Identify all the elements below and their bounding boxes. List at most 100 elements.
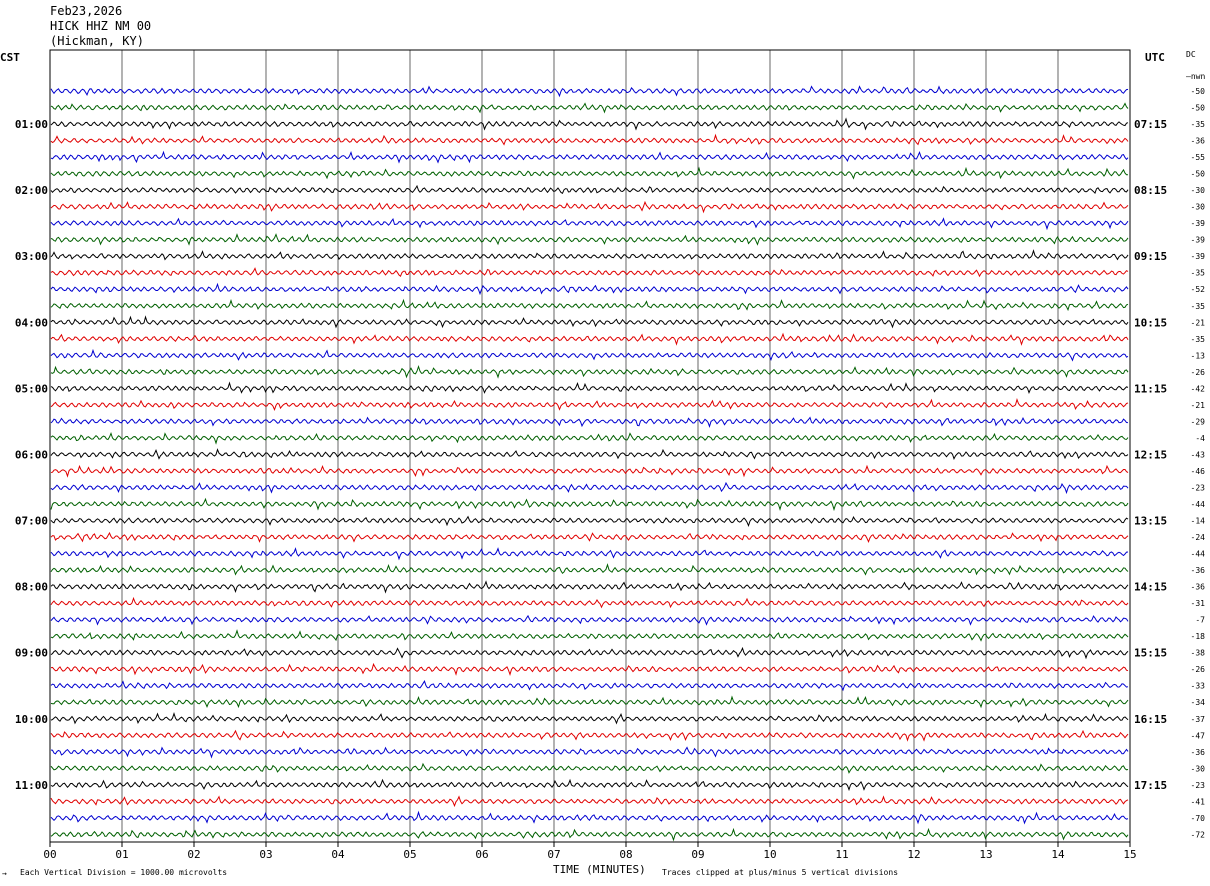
dc-offset-label: -50 xyxy=(1191,104,1206,113)
dc-offset-label: -23 xyxy=(1191,483,1206,492)
trace-line xyxy=(50,746,1129,759)
trace-line xyxy=(50,102,1129,114)
x-tick-label: 13 xyxy=(979,848,992,861)
corner-mark: → xyxy=(2,869,7,878)
dc-offset-label: -70 xyxy=(1191,814,1206,823)
x-tick-label: 11 xyxy=(835,848,848,861)
dc-offset-label: -7 xyxy=(1195,616,1205,625)
trace-line xyxy=(50,762,1129,774)
dc-offset-label: -39 xyxy=(1191,236,1206,245)
right-zone-label: UTC xyxy=(1145,51,1165,64)
dc-offset-label: -34 xyxy=(1191,698,1206,707)
trace-line xyxy=(50,580,1129,594)
trace-line xyxy=(50,364,1129,379)
trace-line xyxy=(50,166,1129,180)
trace-line xyxy=(50,729,1129,742)
x-tick-label: 00 xyxy=(43,848,56,861)
x-axis-title: TIME (MINUTES) xyxy=(553,863,646,876)
time-label: 13:15 xyxy=(1134,515,1167,528)
time-label: 09:00 xyxy=(15,647,48,660)
time-label: 04:00 xyxy=(15,316,48,329)
x-tick-label: 01 xyxy=(115,848,128,861)
dc-offset-label: -37 xyxy=(1191,715,1206,724)
dc-offset-label: -35 xyxy=(1191,269,1206,278)
dc-offset-label: -38 xyxy=(1191,649,1206,658)
x-tick-label: 10 xyxy=(763,848,776,861)
x-tick-label: 12 xyxy=(907,848,920,861)
trace-line xyxy=(50,217,1129,231)
dc-offset-label: -72 xyxy=(1191,830,1206,839)
dc-label-top: DC xyxy=(1186,50,1196,59)
trace-line xyxy=(50,711,1129,725)
trace-line xyxy=(50,531,1129,543)
time-label: 05:00 xyxy=(15,382,48,395)
dc-offset-label: -36 xyxy=(1191,583,1206,592)
trace-line xyxy=(50,85,1129,98)
x-tick-label: 07 xyxy=(547,848,560,861)
time-label: 16:15 xyxy=(1134,713,1167,726)
trace-line xyxy=(50,810,1129,825)
trace-line xyxy=(50,778,1129,792)
trace-line xyxy=(50,282,1129,296)
trace-line xyxy=(50,614,1129,626)
time-label: 01:00 xyxy=(15,118,48,131)
dc-offset-labels: -50 -50 -35 -36 -55 -50 -30 -30 -39 -39 -39 -35 -52 -… xyxy=(1191,87,1206,839)
dc-offset-label: -14 xyxy=(1191,517,1206,526)
x-tick-label: 05 xyxy=(403,848,416,861)
trace-line xyxy=(50,416,1129,428)
dc-offset-label: -47 xyxy=(1191,731,1206,740)
trace-line xyxy=(50,515,1129,528)
x-tick-label: 03 xyxy=(259,848,272,861)
time-label: 10:15 xyxy=(1134,316,1167,329)
dc-offset-label: -35 xyxy=(1191,120,1206,129)
trace-line xyxy=(50,662,1129,677)
dc-offset-label: -30 xyxy=(1191,203,1206,212)
dc-offset-label: -41 xyxy=(1191,797,1206,806)
dc-offset-label: -36 xyxy=(1191,748,1206,757)
trace-line xyxy=(50,348,1129,362)
time-label: 08:00 xyxy=(15,581,48,594)
dc-offset-label: -46 xyxy=(1191,467,1206,476)
dc-offset-label: -50 xyxy=(1191,170,1206,179)
dc-offset-label: -39 xyxy=(1191,219,1206,228)
time-label: 10:00 xyxy=(15,713,48,726)
trace-line xyxy=(50,332,1129,346)
trace-line xyxy=(50,398,1129,411)
x-tick-label: 04 xyxy=(331,848,345,861)
time-label: 07:00 xyxy=(15,515,48,528)
dc-offset-label: -13 xyxy=(1191,351,1206,360)
x-tick-label: 14 xyxy=(1051,848,1065,861)
trace-line xyxy=(50,563,1129,576)
time-label: 17:15 xyxy=(1134,779,1167,792)
station-label: HICK HHZ NM 00 xyxy=(50,19,151,33)
trace-line xyxy=(50,150,1129,164)
scale-note: Each Vertical Division = 1000.00 microvo… xyxy=(20,868,227,877)
time-label: 03:00 xyxy=(15,250,48,263)
dc-offset-label: -21 xyxy=(1191,318,1206,327)
dc-offset-label: -21 xyxy=(1191,401,1206,410)
trace-line xyxy=(50,249,1129,261)
dc-offset-label: -24 xyxy=(1191,533,1206,542)
trace-line xyxy=(50,680,1129,692)
trace-line xyxy=(50,298,1129,312)
date-label: Feb23,2026 xyxy=(50,4,122,18)
time-label: 11:00 xyxy=(15,779,48,792)
location-label: (Hickman, KY) xyxy=(50,34,144,48)
trace-line xyxy=(50,646,1129,660)
dc-offset-label: -35 xyxy=(1191,302,1206,311)
time-label: 14:15 xyxy=(1134,581,1167,594)
right-time-labels: 07:15 08:15 09:15 10:15 11:15 12:15 13:15 14:15… xyxy=(1134,118,1167,792)
clip-note: Traces clipped at plus/minus 5 vertical … xyxy=(662,868,898,877)
trace-line xyxy=(50,464,1129,478)
time-label: 08:15 xyxy=(1134,184,1167,197)
minute-grid xyxy=(121,50,1059,842)
trace-line xyxy=(50,381,1129,395)
x-tick-label: 06 xyxy=(475,848,488,861)
left-zone-label: CST xyxy=(0,51,20,64)
dc-offset-label: -50 xyxy=(1191,87,1206,96)
dc-offset-label: -55 xyxy=(1191,153,1206,162)
trace-line xyxy=(50,233,1129,246)
trace-line xyxy=(50,133,1129,146)
trace-line xyxy=(50,629,1129,642)
trace-line xyxy=(50,200,1129,214)
